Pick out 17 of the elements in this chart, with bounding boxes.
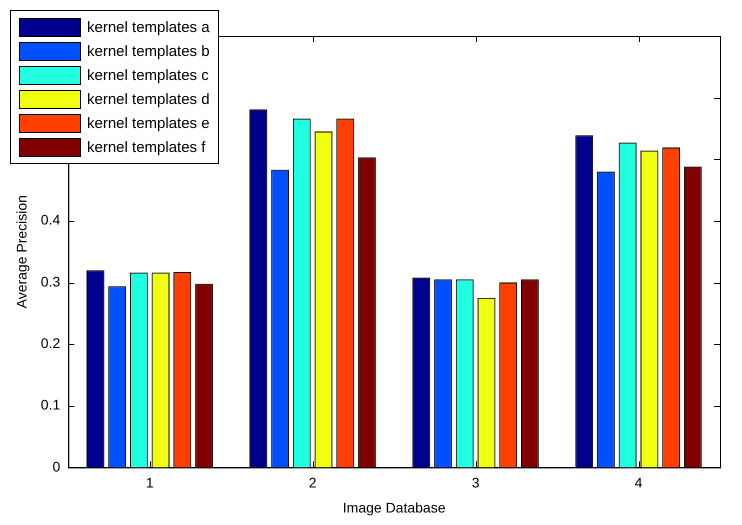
legend-label: kernel templates d [87,90,210,108]
legend-label: kernel templates f [87,138,206,156]
x-tick-label: 3 [472,474,480,491]
x-tick-label: 2 [308,474,317,491]
y-tick-label: 0.3 [40,273,60,290]
x-axis-title: Image Database [342,499,446,516]
x-tick-label: 1 [146,474,154,491]
legend-label: kernel templates e [87,114,210,132]
legend-label: kernel templates a [87,18,210,36]
x-tick-label: 4 [634,474,643,491]
y-tick-label: 0 [52,458,60,474]
legend-label: kernel templates c [87,66,209,84]
legend-label: kernel templates b [87,42,210,60]
y-tick-label: 0.2 [40,335,60,351]
y-tick-label: 0.4 [40,212,60,228]
y-tick-label: 0.1 [40,396,60,413]
y-axis-title: Average Precision [13,195,30,308]
